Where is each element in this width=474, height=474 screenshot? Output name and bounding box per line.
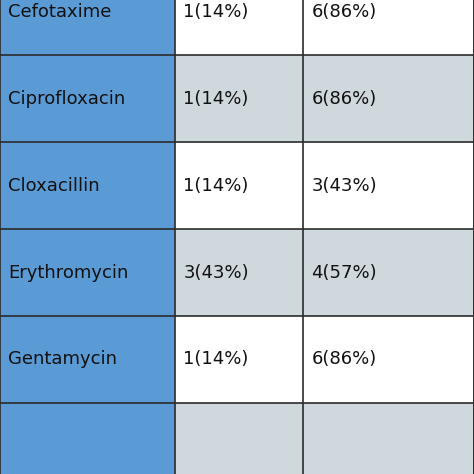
Bar <box>0 316 175 403</box>
Text: 1(14%): 1(14%) <box>183 176 249 194</box>
Text: 3(43%): 3(43%) <box>311 176 377 194</box>
Text: 3(43%): 3(43%) <box>183 264 249 282</box>
Text: 6(86%): 6(86%) <box>311 350 377 368</box>
Text: 6(86%): 6(86%) <box>311 90 377 108</box>
Text: Erythromycin: Erythromycin <box>8 264 128 282</box>
Bar <box>175 403 303 474</box>
Bar <box>0 403 175 474</box>
Bar <box>175 142 303 229</box>
Bar <box>175 55 303 142</box>
Bar <box>303 55 474 142</box>
Bar <box>175 316 303 403</box>
Bar <box>303 0 474 55</box>
Text: 4(57%): 4(57%) <box>311 264 377 282</box>
Bar <box>303 229 474 316</box>
Text: Cefotaxime: Cefotaxime <box>8 2 111 20</box>
Bar <box>0 55 175 142</box>
Bar <box>303 403 474 474</box>
Bar <box>175 0 303 55</box>
Text: Ciprofloxacin: Ciprofloxacin <box>8 90 125 108</box>
Bar <box>0 142 175 229</box>
Text: Cloxacillin: Cloxacillin <box>8 176 100 194</box>
Text: 6(86%): 6(86%) <box>311 2 377 20</box>
Bar <box>303 316 474 403</box>
Bar <box>303 142 474 229</box>
Bar <box>0 0 175 55</box>
Text: Gentamycin: Gentamycin <box>8 350 117 368</box>
Bar <box>175 229 303 316</box>
Bar <box>0 229 175 316</box>
Text: 1(14%): 1(14%) <box>183 2 249 20</box>
Text: 1(14%): 1(14%) <box>183 350 249 368</box>
Text: 1(14%): 1(14%) <box>183 90 249 108</box>
